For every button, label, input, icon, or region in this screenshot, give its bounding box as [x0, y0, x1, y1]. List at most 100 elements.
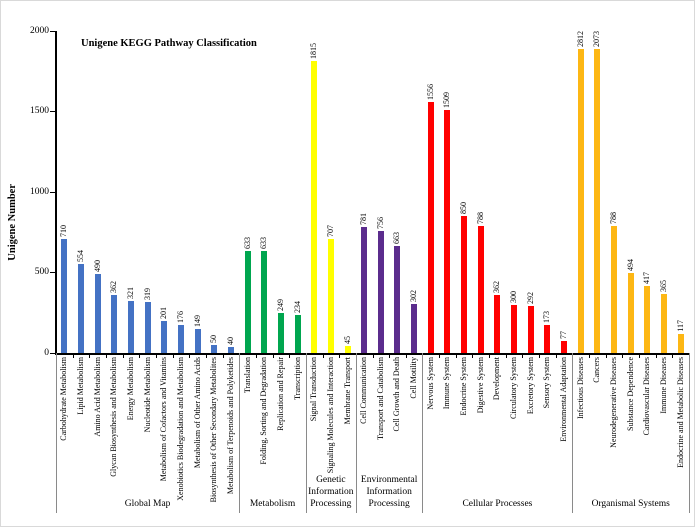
bar-slot: 362 [106, 31, 123, 353]
x-category-label: Substance Dependence [625, 357, 635, 431]
x-label-slot: Nucleotide Metabolism [139, 357, 156, 502]
x-category-label: Cell Growth and Death [392, 357, 402, 432]
x-tick-mark [472, 354, 474, 358]
group-separator-line [572, 353, 574, 513]
bar [527, 306, 534, 353]
x-category-label: Cell Communication [359, 357, 369, 424]
x-label-slot: Amino Acid Metabolism [89, 357, 106, 502]
bar-value-label: 302 [409, 290, 419, 303]
bar [394, 246, 401, 353]
bar-value-label: 149 [192, 315, 202, 328]
bar [294, 315, 301, 353]
group-separator-line [239, 353, 241, 513]
bar-value-label: 249 [275, 298, 285, 311]
bar-slot: 45 [339, 31, 356, 353]
x-category-label: Cancers [592, 357, 602, 383]
bar-slot: 302 [406, 31, 423, 353]
bar-value-label: 2812 [575, 31, 585, 47]
bar [677, 334, 684, 353]
x-tick-mark [255, 354, 257, 358]
bar-value-label: 707 [325, 225, 335, 238]
x-label-slot: Immune System [439, 357, 456, 442]
bar-slot: 788 [472, 31, 489, 353]
x-tick-mark [372, 354, 374, 358]
bar [311, 60, 318, 353]
bar-slot: 633 [239, 31, 256, 353]
bar-slot: 249 [273, 31, 290, 353]
x-label-slot: Development [489, 357, 506, 442]
y-tick-mark [50, 352, 55, 354]
bar-slot: 633 [256, 31, 273, 353]
bar-value-label: 710 [59, 224, 69, 237]
bar-slot: 1509 [439, 31, 456, 353]
x-label-group: Signal Transduction Signaling Molecules a… [306, 357, 356, 473]
bar [461, 216, 468, 353]
bar [144, 301, 151, 353]
bar-slot: 494 [622, 31, 639, 353]
bar [327, 239, 334, 353]
x-category-label: Immune Diseases [658, 357, 668, 414]
bar [244, 251, 251, 353]
bar [177, 324, 184, 353]
x-category-label: Carbohydrate Metabolism [59, 357, 69, 441]
x-category-label: Circulatory System [509, 357, 519, 419]
bar-value-label: 781 [359, 213, 369, 226]
x-category-label: Environmental Adaptation [559, 357, 569, 442]
x-label-slot: Cell Motility [406, 357, 423, 440]
bar-value-label: 117 [675, 320, 685, 333]
y-axis-label: Unigene Number [7, 184, 18, 261]
x-label-slot: Excretory System [522, 357, 539, 442]
bar [344, 345, 351, 353]
x-tick-mark [139, 354, 141, 358]
bar [411, 304, 418, 353]
bar-value-label: 756 [375, 217, 385, 230]
x-tick-mark [89, 354, 91, 358]
x-label-group: Nervous System Immune System Endocrine Sys… [422, 357, 572, 442]
bar-value-label: 176 [175, 310, 185, 323]
bar-slot: 710 [56, 31, 73, 353]
x-label-group: Carbohydrate Metabolism Lipid Metabolism A… [56, 357, 239, 502]
x-category-label: Folding, Sorting and Degradation [259, 357, 269, 465]
x-category-label: Replication and Repair [275, 357, 285, 431]
x-category-label: Nervous System [425, 357, 435, 410]
x-category-label: Endocrine and Metabolic Diseases [675, 357, 685, 468]
x-label-slot: Glycan Biosynthesis and Metabolism [106, 357, 123, 502]
y-tick-label: 0 [44, 347, 49, 358]
chart-title: Unigene KEGG Pathway Classification [81, 38, 257, 49]
x-label-slot: Nervous System [422, 357, 439, 442]
bar-slot: 788 [606, 31, 623, 353]
bar-slot: 234 [289, 31, 306, 353]
bar-slot: 365 [656, 31, 673, 353]
bar [627, 273, 634, 353]
bar-group-genetic-information-processing: 1815 707 45 [306, 31, 356, 353]
bar-slot: 554 [73, 31, 90, 353]
bar-value-label: 417 [642, 271, 652, 284]
x-category-label: Signaling Molecules and Interaction [325, 357, 335, 474]
x-tick-mark [622, 354, 624, 358]
bar [577, 49, 584, 353]
x-label-slot: Immune Diseases [656, 357, 673, 468]
bar-slot: 149 [189, 31, 206, 353]
x-label-slot: Replication and Repair [273, 357, 290, 465]
bar-value-label: 663 [392, 232, 402, 245]
bar [61, 238, 68, 353]
x-label-slot: Signaling Molecules and Interaction [323, 357, 340, 473]
x-tick-mark [289, 354, 291, 358]
x-category-label: Infectious Diseases [575, 357, 585, 419]
bar [660, 294, 667, 353]
bar-value-label: 2073 [592, 31, 602, 47]
x-tick-mark [105, 354, 107, 358]
bar [544, 325, 551, 353]
y-tick-mark [50, 272, 55, 273]
bar-slot: 362 [489, 31, 506, 353]
x-label-slot: Cancers [589, 357, 606, 468]
x-category-label: Transport and Catabolism [375, 357, 385, 440]
x-label-slot: Sensory System [539, 357, 556, 442]
x-tick-mark [322, 354, 324, 358]
bar-value-label: 234 [292, 301, 302, 314]
x-tick-mark [272, 354, 274, 358]
bar-value-label: 319 [142, 287, 152, 300]
x-category-label: Sensory System [542, 357, 552, 409]
bar-slot: 663 [389, 31, 406, 353]
bar-group-metabolism: 633 633 249 234 [239, 31, 306, 353]
